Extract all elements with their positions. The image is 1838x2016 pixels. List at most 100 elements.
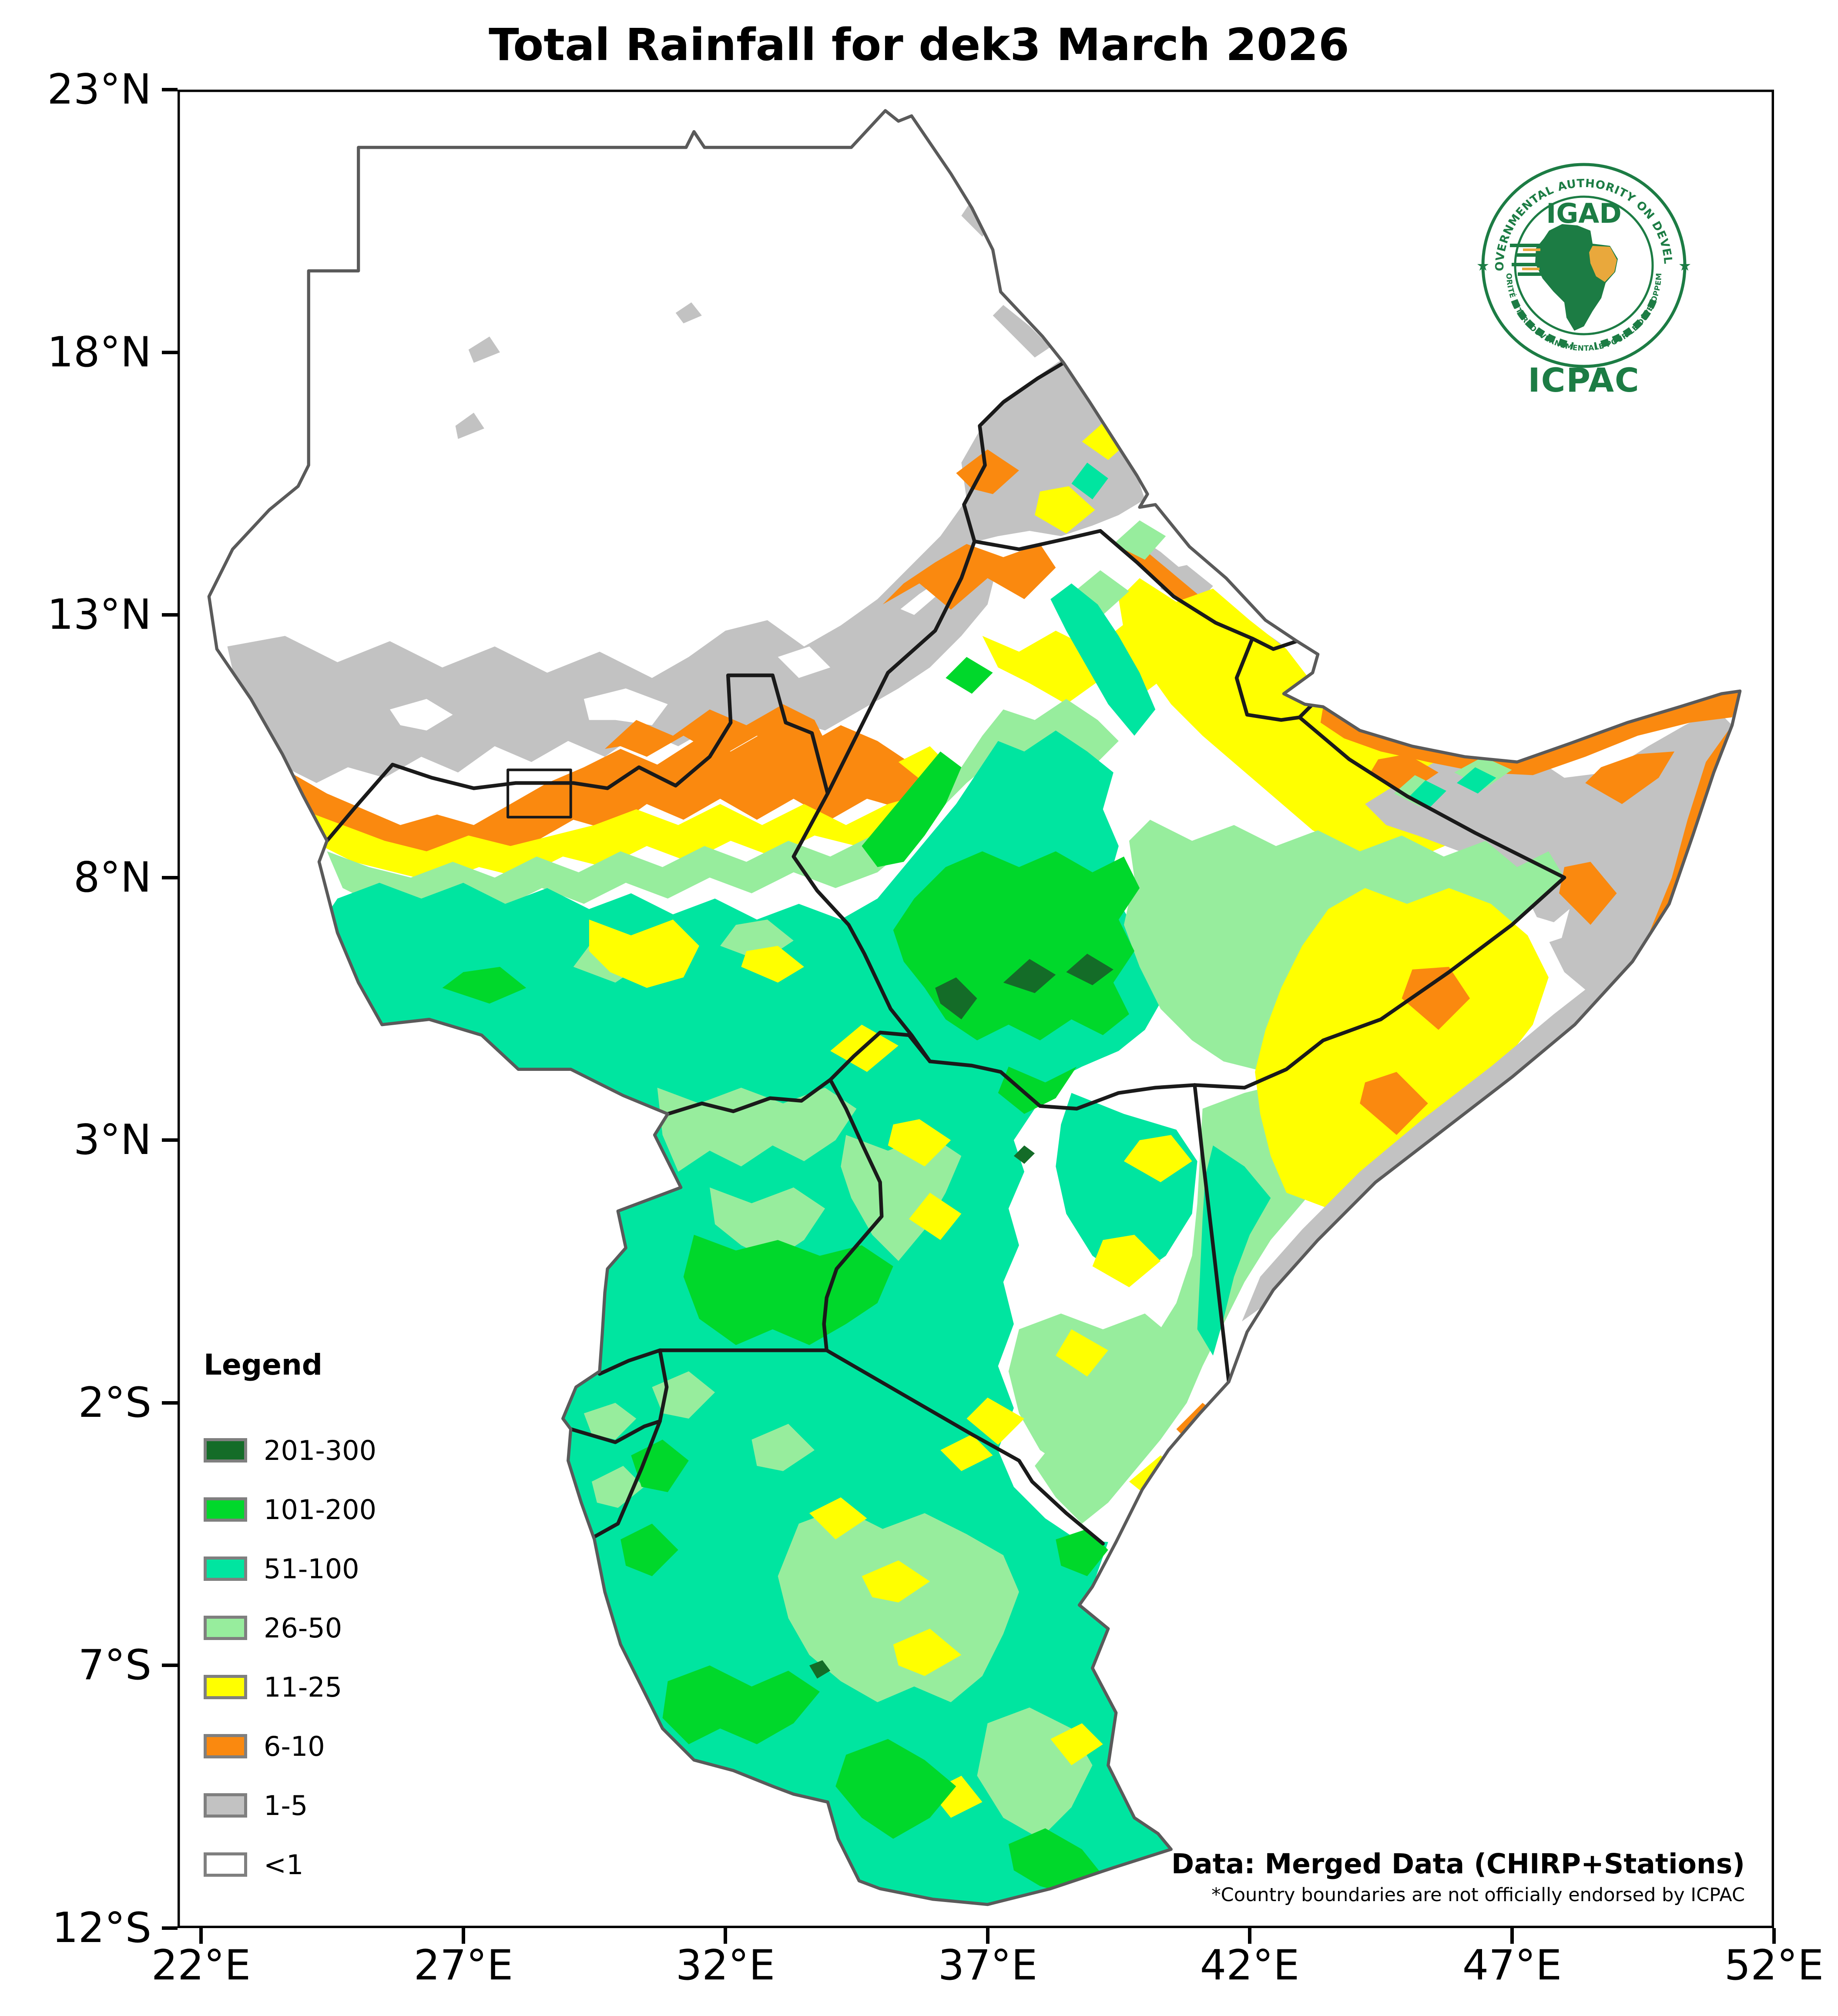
logo-speedline — [1512, 263, 1542, 266]
rain-zone-gray-coast-smudge — [993, 305, 1051, 358]
legend-swatch-101-200 — [204, 1497, 247, 1522]
rain-zone-orange-eritrea — [956, 449, 1019, 494]
rain-zone-gray-se-coast-strip — [1241, 977, 1617, 1322]
legend-item: 6-10 — [204, 1730, 325, 1762]
rain-zone-yellow-sudan-band — [301, 793, 925, 883]
logo-star-right-icon: ★ — [1678, 257, 1691, 275]
legend-item: 51-100 — [204, 1553, 359, 1585]
x-tick-label: 42°E — [1200, 1942, 1300, 1989]
legend-swatch-51-100 — [204, 1556, 247, 1581]
y-tick-label: 3°N — [73, 1116, 151, 1164]
x-tick — [199, 1928, 203, 1944]
rain-zone-yellow-ssudan — [741, 946, 804, 983]
rain-zone-teal-juba — [1197, 1145, 1271, 1356]
rain-zone-yellow-ne-kenya — [1092, 1234, 1161, 1288]
x-tick-label: 37°E — [938, 1942, 1038, 1989]
rain-zone-yellow-tz — [893, 1628, 962, 1676]
y-tick-label: 7°S — [78, 1641, 151, 1689]
y-tick-label: 2°S — [78, 1379, 151, 1427]
rain-zone-darkgreen-speck — [935, 977, 977, 1020]
legend-label: 26-50 — [264, 1612, 342, 1644]
igad-logo-graphic: INTERGOVERNMENTAL AUTHORITY ON DEVELOPME… — [1465, 147, 1692, 399]
y-tick-label: 13°N — [47, 591, 151, 639]
rain-zone-yellow-tz — [862, 1560, 930, 1603]
rain-zone-yellow-ssudan — [589, 919, 699, 988]
border-kenya-somalia — [1193, 1083, 1231, 1384]
rain-zone-green-w-tz — [620, 1523, 678, 1577]
y-tick — [162, 876, 178, 879]
rain-zone-green-s-tz — [835, 1739, 956, 1839]
border-rwanda-tanzania — [658, 1348, 669, 1423]
y-tick — [162, 351, 178, 354]
rain-zone-yellow-eritrea — [1035, 486, 1095, 534]
legend-swatch-6-10 — [204, 1734, 247, 1758]
x-tick-label: 32°E — [675, 1942, 775, 1989]
rain-zone-lightgreen-tigray-spot — [1071, 570, 1129, 615]
rain-zone-yellow-kenya — [1056, 1329, 1108, 1377]
border-ethiopia-somalia — [1193, 715, 1566, 1090]
rain-zone-yellow-ogaden-dot — [1386, 914, 1465, 956]
rain-zone-orange-border-north — [605, 704, 825, 757]
legend-item: 201-300 — [204, 1435, 376, 1466]
data-source-note: Data: Merged Data (CHIRP+Stations) — [1171, 1848, 1745, 1880]
legend-swatch-1-5 — [204, 1793, 247, 1818]
rain-zone-gray-dot — [675, 302, 702, 324]
rain-zone-yellow-kenya — [966, 1397, 1024, 1445]
legend-label: 201-300 — [264, 1434, 377, 1466]
logo-acronym: IGAD — [1546, 198, 1621, 229]
rain-zone-gray-dot — [468, 336, 500, 363]
rain-zone-lightgreen-nw-tz — [751, 1424, 815, 1471]
border-rwanda-burundi — [569, 1419, 662, 1444]
rain-zone-yellow-tz — [1050, 1723, 1103, 1765]
legend-label: 6-10 — [264, 1730, 325, 1762]
rain-zone-green-sw-tz — [662, 1665, 820, 1744]
logo-star-left-icon: ★ — [1476, 257, 1489, 275]
legend-swatch-201-300 — [204, 1438, 247, 1463]
legend-item: 11-25 — [204, 1671, 342, 1703]
x-tick-label: 47°E — [1462, 1942, 1562, 1989]
border-kenya-tanzania — [825, 1348, 1105, 1546]
rain-zone-orange-gulf-coast — [1320, 691, 1740, 775]
rain-zone-darkgreen-speck — [1003, 959, 1056, 993]
border-ethiopia-kenya — [928, 1059, 1197, 1111]
legend-item: <1 — [204, 1849, 303, 1881]
legend-item: 26-50 — [204, 1612, 342, 1644]
country-borders — [325, 361, 1566, 1546]
rain-zone-white-somalia — [1522, 909, 1570, 946]
logo-speedline-orange — [1523, 248, 1540, 251]
logo-speedline-orange — [1522, 268, 1539, 270]
rain-zone-yellow-ne-kenya — [1124, 1135, 1192, 1182]
rain-zone-orange-eritrea — [882, 544, 1056, 610]
legend-swatch-lt1 — [204, 1852, 247, 1877]
rain-zone-yellow-turkana — [909, 1193, 962, 1240]
logo-speedline — [1515, 253, 1541, 257]
x-tick-label: 52°E — [1724, 1942, 1824, 1989]
y-tick — [162, 1664, 178, 1667]
rain-zone-green-w-ethiopia — [862, 751, 962, 867]
rain-zone-teal-somaliland-dot — [1409, 780, 1446, 807]
y-tick — [162, 1926, 178, 1930]
logo-wreath-right — [1594, 299, 1657, 349]
rain-zone-green-nw-ethiopia-dot — [946, 657, 993, 694]
y-tick — [162, 88, 178, 91]
rain-zone-yellow-turkana — [888, 1119, 951, 1167]
border-southsudan-ethiopia — [792, 792, 932, 1063]
x-tick — [1772, 1928, 1776, 1944]
rain-zone-orange-sudan-band — [290, 725, 930, 857]
x-tick — [986, 1928, 989, 1944]
rain-zone-white-hole — [778, 646, 831, 678]
border-burundi-tanzania — [592, 1419, 662, 1539]
y-tick — [162, 1138, 178, 1142]
x-tick — [1248, 1928, 1251, 1944]
y-tick-label: 23°N — [47, 66, 151, 114]
rain-zone-gray-eritrea — [877, 360, 1145, 615]
legend-item: 1-5 — [204, 1790, 308, 1821]
y-tick-label: 12°S — [52, 1904, 151, 1952]
rain-zone-teal-ne-highlands — [1050, 583, 1156, 736]
igad-icpac-logo: INTERGOVERNMENTAL AUTHORITY ON DEVELOPME… — [1465, 147, 1697, 400]
rain-zone-gray-dot — [455, 413, 484, 439]
y-tick — [162, 1401, 178, 1405]
y-tick — [162, 613, 178, 617]
rain-zone-darkgreen-speck — [1066, 953, 1114, 986]
